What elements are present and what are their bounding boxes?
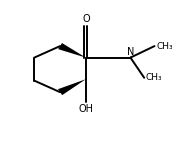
Polygon shape: [58, 79, 86, 95]
Text: CH₃: CH₃: [146, 73, 162, 82]
Text: OH: OH: [78, 104, 93, 114]
Text: CH₃: CH₃: [156, 42, 173, 51]
Text: O: O: [82, 14, 90, 24]
Polygon shape: [58, 43, 86, 58]
Text: N: N: [127, 47, 134, 57]
